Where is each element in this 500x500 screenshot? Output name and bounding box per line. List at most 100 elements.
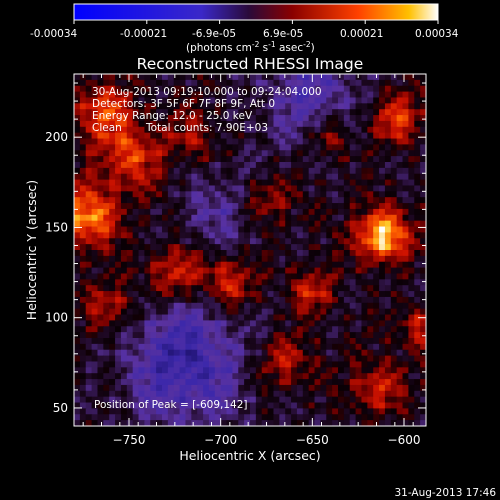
heatmap-cell	[296, 214, 304, 222]
colorbar-tick-label: -0.00021	[120, 28, 167, 40]
heatmap-cell	[291, 208, 298, 216]
heatmap-cell	[326, 144, 333, 151]
heatmap-cell	[267, 85, 275, 93]
heatmap-cell	[208, 150, 216, 157]
heatmap-cell	[402, 396, 409, 404]
heatmap-cell	[197, 109, 204, 116]
heatmap-cell	[361, 126, 368, 134]
heatmap-cell	[379, 208, 386, 216]
heatmap-cell	[197, 197, 204, 204]
heatmap-cell	[126, 420, 134, 426]
heatmap-cell	[355, 150, 363, 157]
heatmap-cell	[314, 162, 321, 169]
heatmap-cell	[126, 314, 134, 321]
heatmap-cell	[244, 214, 251, 222]
heatmap-cell	[85, 255, 93, 263]
heatmap-cell	[74, 162, 81, 169]
heatmap-cell	[279, 314, 286, 321]
heatmap-cell	[338, 203, 345, 210]
heatmap-cell	[156, 74, 163, 81]
heatmap-cell	[326, 103, 333, 110]
heatmap-cell	[355, 279, 363, 286]
heatmap-cell	[85, 420, 93, 426]
heatmap-cell	[379, 302, 386, 310]
heatmap-cell	[384, 338, 392, 345]
heatmap-cell	[255, 226, 263, 233]
y-tick-label: 150	[45, 220, 68, 234]
heatmap-cell	[238, 367, 245, 374]
heatmap-cell	[314, 361, 321, 368]
heatmap-cell	[332, 238, 339, 245]
heatmap-cell	[226, 285, 233, 292]
heatmap-cell	[291, 338, 298, 345]
heatmap-cell	[179, 132, 187, 140]
heatmap-cell	[120, 250, 128, 257]
heatmap-cell	[103, 250, 110, 257]
heatmap-cell	[179, 156, 187, 163]
heatmap-cell	[320, 203, 327, 210]
heatmap-cell	[97, 379, 104, 386]
heatmap-cell	[390, 162, 398, 169]
heatmap-cell	[144, 291, 151, 298]
heatmap-cell	[138, 208, 145, 216]
heatmap-cell	[308, 296, 316, 304]
heatmap-cell	[338, 115, 345, 122]
heatmap-cell	[208, 255, 216, 263]
heatmap-cell	[255, 367, 263, 374]
heatmap-cell	[138, 402, 145, 409]
heatmap-cell	[267, 150, 275, 157]
heatmap-cell	[173, 162, 181, 169]
heatmap-cell	[115, 361, 122, 368]
heatmap-cell	[308, 103, 316, 110]
heatmap-cell	[338, 367, 345, 374]
heatmap-cell	[91, 185, 99, 192]
heatmap-cell	[343, 150, 351, 157]
heatmap-cell	[126, 320, 134, 327]
heatmap-cell	[167, 85, 175, 93]
heatmap-cell	[79, 349, 87, 357]
heatmap-cell	[85, 267, 93, 275]
heatmap-cell	[138, 308, 145, 316]
heatmap-cell	[349, 132, 357, 140]
heatmap-cell	[74, 132, 81, 140]
heatmap-cell	[120, 232, 128, 239]
heatmap-cell	[367, 255, 374, 263]
heatmap-cell	[367, 203, 374, 210]
heatmap-cell	[402, 296, 409, 304]
heatmap-cell	[167, 220, 175, 228]
heatmap-cell	[296, 162, 304, 169]
heatmap-cell	[320, 308, 327, 316]
heatmap-cell	[408, 150, 415, 157]
heatmap-cell	[185, 355, 192, 363]
heatmap-cell	[302, 408, 310, 415]
heatmap-cell	[238, 109, 245, 116]
heatmap-cell	[261, 384, 269, 392]
heatmap-cell	[214, 208, 222, 216]
heatmap-cell	[191, 126, 198, 134]
heatmap-cell	[208, 396, 216, 404]
heatmap-cell	[79, 109, 87, 116]
heatmap-cell	[267, 220, 275, 228]
heatmap-cell	[74, 85, 81, 93]
heatmap-cell	[402, 220, 409, 228]
heatmap-cell	[379, 74, 386, 81]
heatmap-cell	[91, 97, 99, 104]
heatmap-cell	[296, 109, 304, 116]
heatmap-cell	[150, 408, 157, 415]
heatmap-cell	[162, 126, 169, 134]
heatmap-cell	[120, 414, 128, 421]
heatmap-cell	[132, 379, 140, 386]
heatmap-cell	[267, 91, 275, 99]
heatmap-cell	[302, 379, 310, 386]
heatmap-cell	[156, 179, 163, 187]
heatmap-cell	[379, 320, 386, 327]
heatmap-cell	[103, 120, 110, 128]
heatmap-cell	[97, 338, 104, 345]
heatmap-cell	[332, 285, 339, 292]
heatmap-cell	[144, 379, 151, 386]
heatmap-cell	[109, 74, 116, 81]
heatmap-cell	[185, 120, 192, 128]
heatmap-cell	[238, 255, 245, 263]
heatmap-cell	[244, 185, 251, 192]
heatmap	[74, 74, 426, 426]
